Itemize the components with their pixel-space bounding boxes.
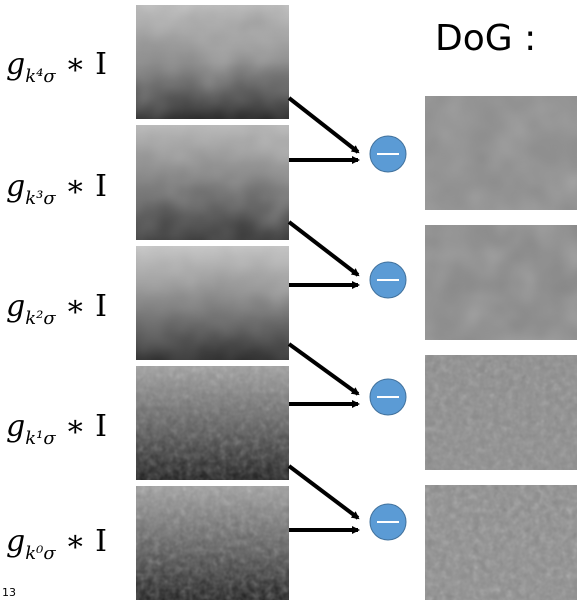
label-base: g bbox=[6, 47, 25, 82]
label-rest: ∗ I bbox=[56, 289, 107, 324]
gaussian-images bbox=[136, 5, 289, 600]
label-base: g bbox=[6, 409, 25, 444]
minus bbox=[370, 262, 406, 298]
arrow bbox=[289, 344, 358, 394]
title: DoG : bbox=[435, 18, 536, 59]
image-texture bbox=[136, 125, 289, 240]
label-base: g bbox=[6, 524, 25, 559]
label-sub: k⁴σ bbox=[25, 66, 56, 87]
image-texture bbox=[425, 225, 577, 340]
label: gk⁴σ ∗ I bbox=[6, 47, 107, 87]
label: gk²σ ∗ I bbox=[6, 289, 107, 329]
arrows bbox=[289, 98, 358, 530]
page: {"title": "DoG :", "page_number": "13", … bbox=[0, 0, 577, 602]
slide: DoG : 13 bbox=[0, 0, 577, 602]
dog-images bbox=[425, 96, 577, 600]
image-texture bbox=[136, 486, 289, 600]
image-texture bbox=[425, 355, 577, 470]
image-texture bbox=[425, 485, 577, 600]
label-sub: k²σ bbox=[25, 308, 56, 329]
label: gk⁰σ ∗ I bbox=[6, 524, 107, 564]
label-sub: k¹σ bbox=[25, 428, 56, 449]
label-base: g bbox=[6, 289, 25, 324]
minus bbox=[370, 504, 406, 540]
label-sub: k⁰σ bbox=[25, 543, 56, 564]
label: gk¹σ ∗ I bbox=[6, 409, 107, 449]
image-texture bbox=[425, 96, 577, 210]
labels: gk⁴σ ∗ I gk³σ ∗ I gk²σ ∗ I gk¹σ ∗ I gk⁰σ… bbox=[6, 47, 107, 564]
label-base: g bbox=[6, 169, 25, 204]
image-texture bbox=[136, 246, 289, 360]
minus-operators bbox=[370, 136, 406, 540]
image-texture bbox=[136, 366, 289, 480]
label-sub: k³σ bbox=[25, 188, 56, 209]
arrow bbox=[289, 466, 358, 518]
arrow bbox=[289, 98, 358, 152]
label-rest: ∗ I bbox=[56, 524, 107, 559]
label-rest: ∗ I bbox=[56, 409, 107, 444]
minus bbox=[370, 136, 406, 172]
minus bbox=[370, 379, 406, 415]
label-rest: ∗ I bbox=[56, 47, 107, 82]
arrow bbox=[289, 222, 358, 275]
page-number: 13 bbox=[2, 586, 16, 599]
label: gk³σ ∗ I bbox=[6, 169, 107, 209]
image-texture bbox=[136, 5, 289, 119]
label-rest: ∗ I bbox=[56, 169, 107, 204]
